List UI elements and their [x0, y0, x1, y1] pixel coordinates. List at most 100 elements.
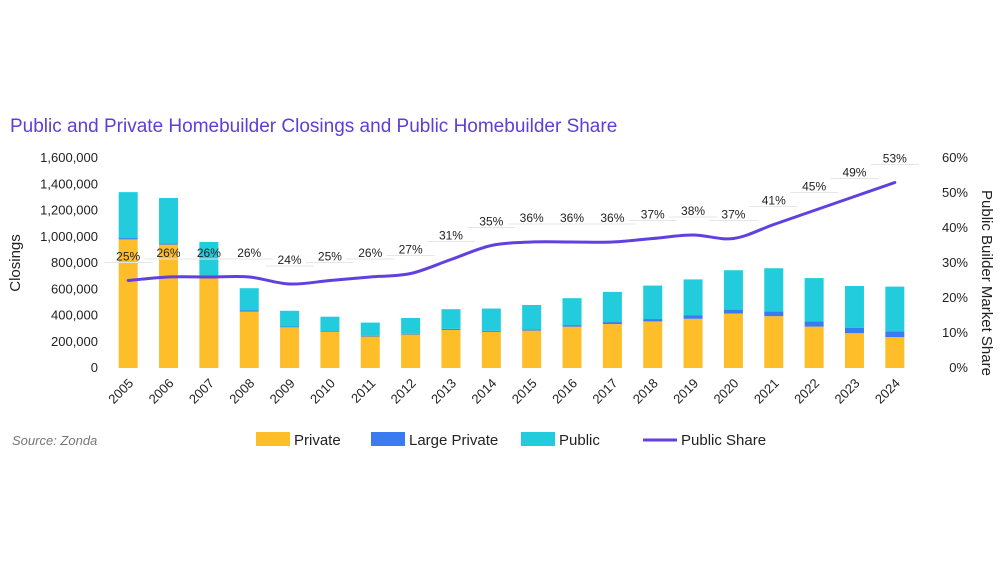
legend-large-private-label: Large Private	[409, 432, 498, 449]
bar-private	[643, 321, 663, 368]
y-tick-label: 800,000	[51, 255, 98, 270]
x-tick-label: 2022	[791, 376, 822, 407]
share-data-label: 26%	[358, 246, 382, 260]
share-data-label: 31%	[439, 229, 463, 243]
bar-private	[320, 331, 340, 368]
y-tick-label: 0	[91, 360, 98, 375]
bar-public	[118, 192, 138, 239]
bar-private	[481, 331, 501, 368]
y-tick-label: 1,400,000	[40, 176, 98, 191]
x-tick-label: 2020	[710, 376, 741, 407]
share-data-label: 37%	[721, 208, 745, 222]
bar-public	[320, 316, 340, 332]
legend-private-label: Private	[294, 432, 341, 449]
bar-large-private	[522, 329, 542, 331]
y2-tick-label: 60%	[942, 150, 968, 165]
y-tick-label: 1,200,000	[40, 203, 98, 218]
y-tick-label: 1,000,000	[40, 229, 98, 244]
bar-large-private	[441, 328, 461, 330]
bar-large-private	[401, 333, 421, 335]
x-tick-label: 2016	[549, 376, 580, 407]
chart-title: Public and Private Homebuilder Closings …	[10, 116, 618, 137]
y-axis-title: Closings	[7, 234, 24, 292]
bar-public	[723, 270, 743, 310]
bar-public	[239, 288, 259, 311]
bar-private	[602, 324, 622, 368]
bar-large-private	[562, 325, 582, 327]
x-tick-label: 2021	[751, 376, 782, 407]
share-data-label: 37%	[641, 208, 665, 222]
bar-public	[159, 198, 179, 244]
bar-public	[804, 278, 824, 322]
bar-public	[562, 298, 582, 326]
bar-large-private	[723, 309, 743, 314]
x-tick-label: 2011	[348, 376, 378, 406]
bar-public	[683, 279, 703, 316]
bar-large-private	[643, 319, 663, 322]
share-data-label: 41%	[762, 194, 786, 208]
bar-private	[280, 327, 300, 368]
bar-public	[280, 310, 300, 327]
bar-large-private	[280, 326, 300, 328]
bar-private	[401, 334, 421, 368]
x-tick-label: 2019	[670, 376, 701, 407]
bar-private	[159, 244, 179, 368]
share-data-label: 25%	[318, 250, 342, 264]
y2-tick-label: 10%	[942, 325, 968, 340]
bar-public	[481, 308, 501, 331]
share-data-label: 53%	[883, 152, 907, 166]
x-tick-label: 2023	[832, 376, 863, 407]
bar-large-private	[804, 321, 824, 327]
share-data-label: 27%	[399, 243, 423, 257]
source-note: Source: Zonda	[12, 433, 97, 448]
bar-private	[441, 329, 461, 368]
legend-private-swatch	[256, 432, 290, 446]
bar-private	[885, 337, 905, 368]
y-tick-label: 400,000	[51, 308, 98, 323]
y2-tick-label: 40%	[942, 220, 968, 235]
y2-tick-label: 20%	[942, 290, 968, 305]
bar-large-private	[118, 238, 138, 240]
y-tick-label: 200,000	[51, 334, 98, 349]
bar-public	[522, 305, 542, 330]
x-tick-label: 2024	[872, 376, 903, 407]
share-data-label: 26%	[197, 246, 221, 260]
x-tick-label: 2018	[630, 376, 661, 407]
bar-public	[764, 268, 784, 312]
bar-large-private	[764, 311, 784, 317]
x-tick-label: 2014	[468, 376, 499, 407]
bar-private	[562, 326, 582, 368]
bar-large-private	[481, 330, 501, 332]
x-tick-label: 2015	[509, 376, 540, 407]
bar-public	[643, 285, 663, 320]
share-data-label: 25%	[116, 250, 140, 264]
x-tick-label: 2009	[267, 376, 298, 407]
share-data-label: 36%	[560, 211, 584, 225]
legend-large-private-swatch	[371, 432, 405, 446]
bar-large-private	[683, 315, 703, 319]
x-tick-label: 2013	[428, 376, 459, 407]
x-tick-label: 2006	[146, 376, 177, 407]
x-tick-label: 2005	[105, 376, 136, 407]
y2-tick-label: 0%	[949, 360, 968, 375]
public-share-line	[126, 181, 897, 286]
bar-large-private	[320, 331, 340, 332]
bar-private	[804, 326, 824, 368]
bar-private	[764, 316, 784, 368]
bar-public	[844, 285, 864, 328]
share-data-label: 38%	[681, 204, 705, 218]
share-data-label: 26%	[157, 246, 181, 260]
bar-private	[723, 313, 743, 368]
bar-large-private	[239, 310, 259, 312]
bar-public	[441, 309, 461, 329]
bar-large-private	[844, 327, 864, 334]
bar-public	[602, 291, 622, 323]
bar-large-private	[360, 335, 380, 337]
share-data-label: 36%	[600, 211, 624, 225]
bar-private	[360, 336, 380, 368]
y-tick-label: 1,600,000	[40, 150, 98, 165]
bar-private	[683, 318, 703, 368]
bar-public	[401, 317, 421, 334]
share-data-label: 45%	[802, 180, 826, 194]
